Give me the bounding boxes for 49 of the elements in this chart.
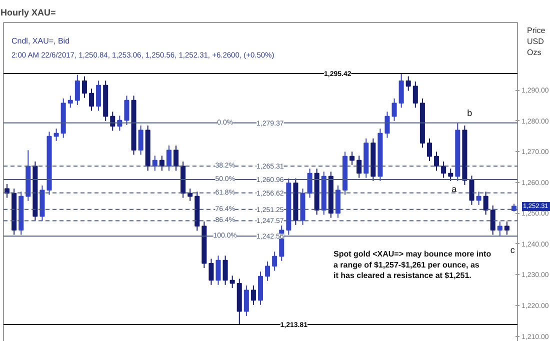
- candlestick: [504, 221, 510, 236]
- candlestick: [216, 255, 221, 286]
- candlestick: [335, 185, 340, 218]
- candlestick: [68, 95, 73, 108]
- candlestick: [166, 145, 172, 172]
- candlestick: [138, 125, 144, 156]
- candlestick: [426, 138, 432, 162]
- candlestick: [307, 168, 312, 198]
- candlestick: [258, 271, 264, 306]
- candlestick: [96, 80, 102, 112]
- candlestick: [208, 258, 214, 286]
- candlestick: [74, 74, 80, 106]
- candlestick: [124, 95, 130, 126]
- chart-title: Hourly XAU=: [0, 8, 56, 18]
- candlestick: [159, 155, 164, 172]
- candlestick: [4, 184, 10, 198]
- candlestick: [152, 155, 158, 172]
- candlestick: [54, 128, 59, 142]
- candlestick: [250, 285, 256, 306]
- candlestick: [490, 205, 496, 236]
- annotation: Spot gold <XAU=> may bounce more into a range of $1,257-$1,261 per ounce, as it has cleared a resistance at $1,251.: [334, 250, 492, 280]
- candlestick: [244, 285, 249, 316]
- candlestick: [434, 151, 440, 172]
- candlestick: [398, 73, 404, 108]
- annotation: b: [467, 108, 472, 118]
- candlestick: [82, 76, 87, 98]
- candlestick: [412, 81, 418, 108]
- candlestick: [448, 168, 454, 182]
- candlestick: [89, 88, 94, 112]
- candlestick: [272, 251, 278, 272]
- candlestick: [110, 111, 116, 132]
- candlestick: [384, 111, 390, 138]
- candlestick: [356, 155, 362, 178]
- candlestick: [392, 98, 397, 122]
- candlestick: [469, 175, 474, 206]
- candlestick: [230, 275, 235, 288]
- candlestick: [441, 161, 446, 178]
- annotation: c: [510, 245, 516, 256]
- y-axis-title: Price USD Ozs: [527, 25, 546, 58]
- candlestick: [350, 151, 355, 166]
- candlestick: [406, 76, 411, 92]
- candlestick: [265, 261, 270, 282]
- candlestick: [173, 145, 179, 172]
- candlestick: [497, 221, 502, 237]
- candlestick: [476, 191, 482, 206]
- candlestick: [483, 191, 488, 216]
- text: Cndl, XAU=, Bid: [12, 36, 70, 46]
- candlestick: [222, 255, 228, 286]
- annotation: a: [452, 184, 457, 194]
